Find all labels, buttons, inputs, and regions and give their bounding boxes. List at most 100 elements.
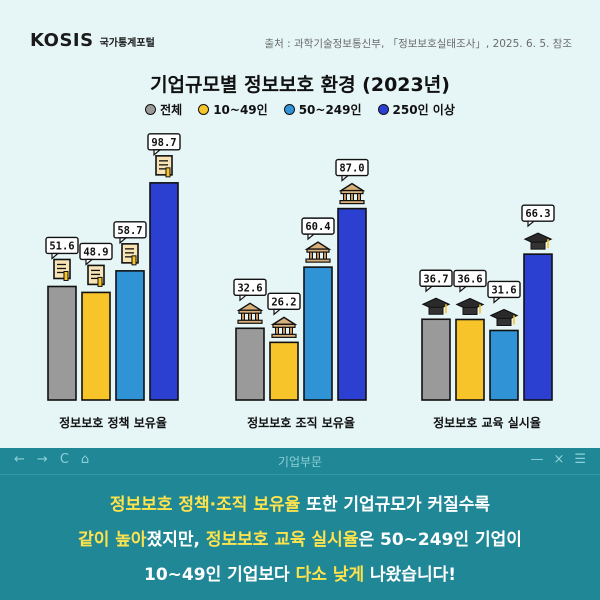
data-label-bubble [45, 236, 79, 255]
bank-icon-column [323, 251, 327, 260]
message-text: 졌지만, [146, 530, 206, 550]
document-icon [87, 264, 105, 287]
refresh-icon[interactable]: C [59, 452, 69, 467]
data-label-pointer [119, 237, 128, 245]
nav-icons: ← → C ⌂ [14, 452, 89, 467]
legend: 전체 10~49인 50~249인 250인 이상 [0, 101, 600, 118]
graduation-cap-icon [489, 308, 519, 326]
bank-icon-roof [304, 241, 332, 250]
bank-icon-roof [338, 182, 366, 192]
menu-icon[interactable]: ☰ [574, 452, 586, 467]
bar-policy-s0 [47, 285, 77, 401]
data-label-bubble [521, 204, 555, 222]
data-label: 98.7 [151, 137, 176, 149]
home-icon[interactable]: ⌂ [80, 452, 90, 467]
graduation-cap-icon [523, 232, 553, 250]
source-note: 출처 : 과학기술정보통신부, 「정보보호실태조사」, 2025. 6. 5. … [264, 38, 572, 50]
legend-swatch-250-plus [377, 104, 389, 115]
bank-icon-roof [270, 316, 298, 326]
bar-education-s2 [489, 329, 519, 401]
bank-icon-column [343, 193, 347, 202]
document-icon-pencil [63, 270, 69, 281]
data-label-bubble [113, 221, 147, 239]
bank-icon-column [316, 251, 320, 260]
bar-education-s0 [421, 318, 451, 401]
data-label-bubble [267, 292, 301, 311]
legend-swatch-50-249 [283, 104, 295, 115]
bank-icon [338, 182, 366, 205]
legend-item-10-49: 10~49인 [198, 101, 268, 118]
data-label-pointer [273, 308, 282, 316]
bank-icon-base [339, 200, 365, 205]
data-label-bubble [147, 133, 181, 151]
data-label: 58.7 [117, 225, 142, 237]
legend-label-50-249: 50~249인 [298, 103, 362, 117]
kosis-logo[interactable]: KOSIS 국가통계포털 [30, 30, 155, 51]
bank-icon-base [237, 319, 263, 324]
message-highlight: 다소 낮게 [295, 565, 365, 585]
data-label: 26.2 [271, 296, 296, 308]
bar-organization-s0 [235, 327, 265, 401]
data-label-pointer [527, 220, 536, 228]
bar-policy-s1 [81, 291, 111, 401]
document-icon [53, 258, 71, 281]
graduation-cap-band [462, 306, 478, 315]
bank-icon-column [357, 193, 361, 202]
close-icon[interactable]: × [553, 452, 565, 467]
summary-message: 정보보호 정책·조직 보유율 또한 기업규모가 커질수록 같이 높아졌지만, 정… [0, 488, 600, 593]
document-icon [155, 155, 173, 178]
legend-label-10-49: 10~49인 [213, 103, 268, 117]
bank-icon-column [309, 251, 313, 260]
legend-swatch-total [145, 104, 157, 115]
bank-icon-column [282, 326, 286, 335]
bank-icon-base [271, 333, 297, 338]
bottom-panel: ← → C ⌂ 기업부문 — × ☰ 정보보호 정책·조직 보유율 또한 기업규… [0, 448, 600, 600]
header: KOSIS 국가통계포털 출처 : 과학기술정보통신부, 「정보보호실태조사」,… [0, 0, 600, 70]
back-arrow-icon[interactable]: ← [14, 452, 25, 467]
category-label-policy: 정보보호 정책 보유율 [59, 415, 167, 430]
graduation-cap-icon [421, 297, 451, 315]
document-icon-pencil [97, 276, 103, 287]
forward-arrow-icon[interactable]: → [36, 452, 48, 467]
legend-label-250-plus: 250인 이상 [392, 103, 455, 117]
data-label: 60.4 [305, 221, 330, 233]
graduation-cap-icon [455, 297, 485, 315]
bank-icon-roof [236, 302, 264, 311]
data-label-pointer [153, 149, 162, 157]
message-text: 나왔습니다! [364, 565, 456, 585]
data-label: 36.6 [457, 273, 482, 285]
bar-organization-s1 [269, 341, 299, 401]
message-highlight: 정보보호 교육 실시율 [205, 530, 359, 550]
data-label-pointer [307, 233, 316, 241]
data-label-bubble [453, 269, 487, 288]
bank-icon-column [248, 312, 252, 321]
bar-education-s1 [455, 318, 485, 401]
document-icon [121, 243, 139, 266]
bar-education-s3 [523, 253, 553, 401]
data-label: 32.6 [237, 282, 262, 294]
category-label-education: 정보보호 교육 실시율 [433, 415, 541, 430]
data-label-bubble [487, 280, 521, 299]
data-label-bubble [79, 242, 113, 261]
message-text: 또한 기업규모가 커질수록 [300, 495, 491, 515]
data-label-pointer [341, 175, 350, 182]
message-line-2: 같이 높아졌지만, 정보보호 교육 실시율은 50~249인 기업이 [0, 523, 600, 558]
data-label: 51.6 [49, 240, 74, 252]
bank-icon [270, 316, 298, 338]
data-label: 48.9 [83, 246, 108, 258]
data-label-bubble [335, 158, 369, 177]
legend-swatch-10-49 [198, 104, 210, 115]
message-line-3: 10~49인 기업보다 다소 낮게 나왔습니다! [0, 558, 600, 593]
data-label-pointer [51, 252, 60, 260]
category-label-organization: 정보보호 조직 보유율 [247, 415, 355, 430]
data-label: 87.0 [339, 163, 364, 175]
bar-organization-s2 [303, 266, 333, 401]
minimize-icon[interactable]: — [530, 452, 544, 467]
bank-icon-column [255, 312, 259, 321]
legend-item-50-249: 50~249인 [283, 101, 362, 118]
bank-icon-column [350, 193, 354, 202]
message-highlight: 같이 높아 [78, 530, 147, 550]
bar-organization-s3 [337, 207, 367, 401]
document-icon-pencil [131, 255, 137, 266]
logo-text: KOSIS [30, 30, 94, 51]
